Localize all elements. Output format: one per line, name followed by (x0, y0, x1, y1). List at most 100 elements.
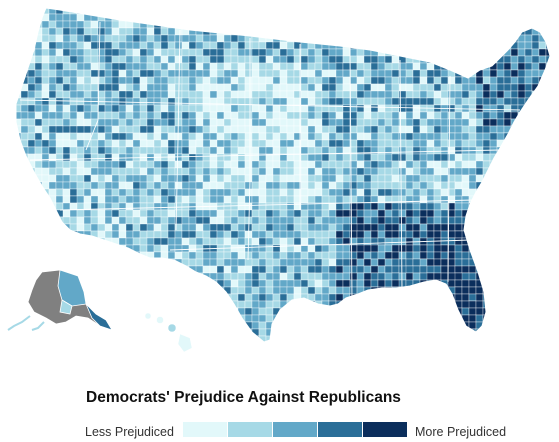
county-cell (216, 216, 225, 225)
county-cell (216, 230, 225, 239)
county-cell (7, 308, 14, 315)
county-cell (370, 97, 379, 106)
county-cell (90, 27, 99, 36)
county-cell (391, 300, 400, 309)
county-cell (454, 265, 463, 274)
county-cell (104, 153, 113, 162)
county-cell (209, 160, 218, 169)
county-cell (524, 174, 533, 183)
county-cell (314, 174, 323, 183)
county-cell (265, 216, 274, 225)
county-cell (174, 286, 183, 295)
county-cell (307, 216, 316, 225)
county-cell (405, 167, 414, 176)
county-cell (83, 48, 92, 57)
county-cell (370, 20, 379, 29)
county-cell (384, 314, 393, 323)
county-cell (7, 147, 14, 154)
county-cell (202, 307, 211, 316)
county-cell (545, 181, 550, 190)
county-cell (343, 343, 357, 350)
county-cell (223, 230, 232, 239)
county-cell (174, 307, 183, 316)
county-cell (328, 279, 337, 288)
county-cell (342, 244, 351, 253)
county-cell (377, 174, 386, 183)
county-cell (553, 21, 559, 28)
county-cell (125, 90, 134, 99)
county-cell (440, 216, 449, 225)
county-cell (510, 48, 519, 57)
county-cell (258, 111, 267, 120)
county-cell (545, 265, 550, 274)
county-cell (174, 34, 183, 43)
county-cell (188, 286, 204, 295)
state-border (19, 99, 521, 111)
county-cell (356, 34, 365, 43)
county-cell (468, 62, 477, 71)
county-cell (553, 63, 559, 70)
county-cell (426, 314, 435, 323)
county-cell (398, 48, 407, 57)
county-cell (475, 237, 484, 246)
county-cell (7, 70, 14, 77)
county-cell (62, 202, 71, 211)
county-cell (377, 244, 386, 253)
county-cell (265, 335, 274, 342)
county-cell (321, 111, 330, 120)
county-cell (125, 272, 134, 281)
county-cell (328, 286, 337, 295)
county-cell (405, 62, 414, 71)
county-cell (97, 272, 106, 281)
county-cell (434, 343, 441, 350)
county-cell (16, 237, 22, 246)
county-cell (188, 174, 197, 183)
county-cell (209, 139, 218, 148)
county-cell (160, 27, 169, 36)
county-cell (97, 258, 106, 267)
county-cell (441, 0, 448, 7)
county-cell (539, 0, 546, 7)
county-cell (195, 181, 204, 190)
county-cell (209, 48, 218, 57)
county-cell (286, 216, 295, 225)
county-cell (83, 83, 92, 92)
county-cell (349, 20, 358, 29)
county-cell (69, 76, 78, 85)
county-cell (461, 244, 470, 253)
county-cell (279, 202, 288, 211)
county-cell (503, 314, 519, 323)
county-cell (48, 55, 57, 64)
county-cell (118, 139, 127, 148)
county-cell (244, 272, 253, 281)
county-cell (63, 343, 70, 350)
county-cell (440, 139, 449, 148)
county-cell (440, 20, 449, 29)
county-cell (69, 188, 78, 197)
county-cell (384, 307, 393, 316)
county-cell (20, 97, 29, 106)
county-cell (412, 209, 421, 218)
county-cell (34, 62, 43, 71)
county-cell (553, 336, 559, 343)
county-cell (153, 216, 162, 225)
county-cell (482, 111, 491, 120)
county-cell (272, 335, 281, 342)
county-cell (405, 230, 414, 239)
county-cell (48, 48, 57, 57)
county-cell (160, 181, 169, 190)
county-cell (531, 62, 540, 71)
county-cell (321, 8, 330, 15)
legend-swatch-4 (318, 422, 362, 437)
county-cell (34, 195, 43, 204)
county-cell (118, 97, 127, 106)
county-cell (286, 76, 295, 85)
county-cell (426, 160, 435, 169)
county-cell (244, 132, 253, 141)
county-cell (216, 328, 225, 337)
county-cell (34, 8, 43, 15)
county-cell (363, 20, 372, 29)
county-cell (545, 223, 550, 232)
county-cell (252, 0, 259, 7)
county-cell (398, 286, 407, 295)
